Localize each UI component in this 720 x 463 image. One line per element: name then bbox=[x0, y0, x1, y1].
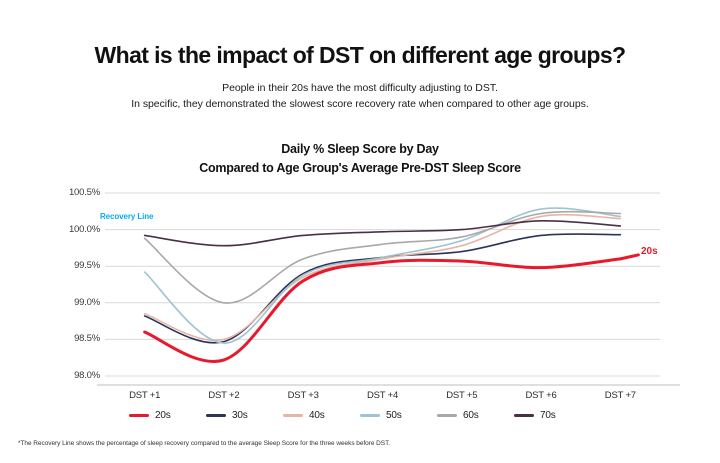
series-line-70s bbox=[143, 219, 622, 247]
y-tick-label: 100.5% bbox=[68, 187, 100, 198]
chart-title: Daily % Sleep Score by Day Compared to A… bbox=[0, 140, 720, 178]
page-subtitle-line-1: People in their 20s have the most diffic… bbox=[222, 82, 498, 94]
legend-item-70s[interactable]: 70s bbox=[514, 410, 591, 421]
series-line-20s bbox=[143, 257, 622, 363]
page-title: What is the impact of DST on different a… bbox=[94, 42, 627, 68]
legend-swatch-60s bbox=[437, 414, 457, 417]
y-tick-label: 98.5% bbox=[74, 333, 100, 345]
x-tick-label: DST +7 bbox=[604, 390, 636, 401]
page-subtitle-line-2: In specific, they demonstrated the slowe… bbox=[131, 98, 589, 110]
series-end-label-20s: 20s bbox=[641, 246, 658, 257]
legend-item-50s[interactable]: 50s bbox=[360, 410, 437, 421]
series-line-20s-tail bbox=[618, 253, 640, 261]
legend-label-60s: 60s bbox=[463, 410, 479, 421]
x-tick-label: DST +3 bbox=[287, 390, 319, 401]
series-line-40s bbox=[143, 213, 622, 342]
chart-title-main: Daily % Sleep Score by Day bbox=[281, 142, 439, 156]
x-tick-label: DST +5 bbox=[446, 390, 478, 401]
legend-swatch-20s bbox=[129, 413, 149, 418]
legend-label-70s: 70s bbox=[540, 410, 556, 421]
legend-swatch-50s bbox=[360, 414, 380, 417]
legend-item-40s[interactable]: 40s bbox=[283, 410, 360, 421]
chart-legend: 20s 30s 40s 50s 60s 70s bbox=[0, 410, 720, 421]
y-tick-label: 98.0% bbox=[74, 370, 100, 381]
y-tick-label: 100.0% bbox=[68, 223, 100, 235]
legend-label-20s: 20s bbox=[155, 410, 171, 421]
legend-item-20s[interactable]: 20s bbox=[129, 410, 206, 421]
x-tick-label: DST +1 bbox=[129, 390, 161, 401]
legend-swatch-40s bbox=[283, 414, 303, 417]
series-line-50s bbox=[143, 207, 622, 344]
legend-item-30s[interactable]: 30s bbox=[206, 410, 283, 421]
y-tick-label: 99.0% bbox=[74, 296, 100, 308]
recovery-line-label: Recovery Line bbox=[100, 212, 154, 221]
legend-swatch-30s bbox=[206, 414, 226, 417]
chart-title-sub: Compared to Age Group's Average Pre-DST … bbox=[199, 161, 521, 175]
x-tick-label: DST +2 bbox=[208, 390, 240, 401]
x-tick-label: DST +4 bbox=[366, 390, 399, 401]
legend-label-30s: 30s bbox=[232, 410, 248, 421]
footnote: *The Recovery Line shows the percentage … bbox=[18, 440, 391, 447]
legend-swatch-70s bbox=[514, 414, 534, 417]
legend-label-40s: 40s bbox=[309, 410, 325, 421]
legend-item-60s[interactable]: 60s bbox=[437, 410, 514, 421]
series-line-60s bbox=[143, 210, 622, 304]
x-tick-label: DST +6 bbox=[525, 390, 557, 401]
y-tick-label: 99.5% bbox=[74, 260, 100, 272]
page-subtitle: People in their 20s have the most diffic… bbox=[0, 80, 720, 112]
series-line-30s bbox=[143, 233, 622, 344]
legend-label-50s: 50s bbox=[386, 410, 402, 421]
